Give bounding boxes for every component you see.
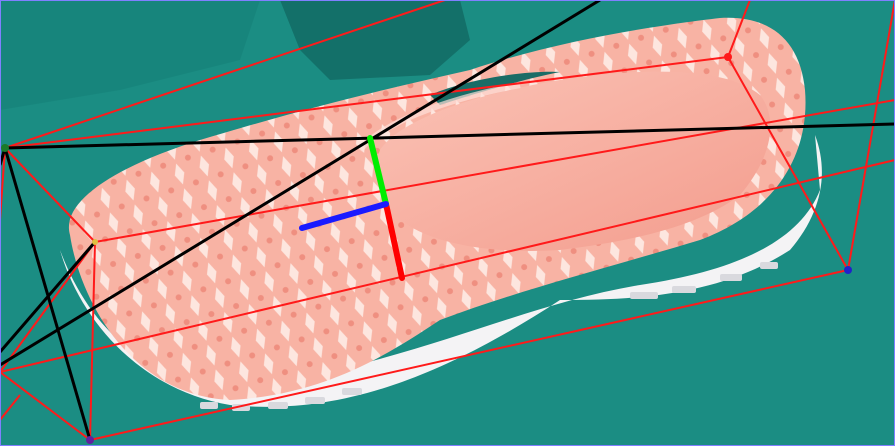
- bbox-corner-markers: [1, 53, 852, 444]
- shoe-inner-lining: [376, 71, 771, 251]
- corner-marker: [92, 239, 98, 245]
- corner-marker: [1, 144, 9, 152]
- axis-y: [367, 135, 389, 207]
- corner-marker: [86, 436, 94, 444]
- shoe-sole: [60, 135, 822, 407]
- pose-axes: [299, 135, 405, 281]
- sole-tread: [200, 262, 778, 411]
- corner-marker: [724, 53, 732, 61]
- axis-x: [383, 201, 405, 281]
- axis-z: [299, 201, 389, 231]
- dark-background-patch: [280, 0, 470, 80]
- background-shadow: [0, 0, 260, 110]
- corner-marker: [844, 266, 852, 274]
